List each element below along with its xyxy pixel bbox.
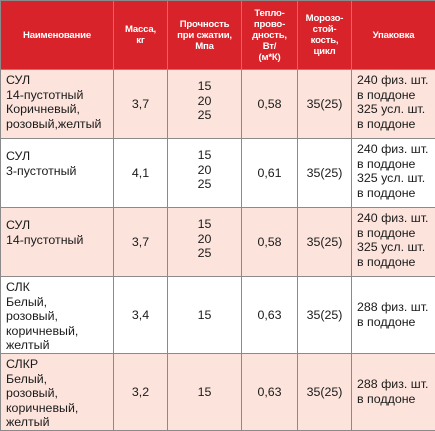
cell-strength: 15 20 25 — [168, 70, 242, 139]
cell-conductivity: 0,63 — [242, 277, 298, 354]
cell-conductivity: 0,58 — [242, 208, 298, 277]
cell-strength: 15 — [168, 277, 242, 354]
cell-packaging: 240 физ. шт. в поддоне 325 усл. шт. в по… — [352, 139, 435, 208]
table-header-row: Наименование Масса, кг Прочность при сжа… — [1, 1, 435, 70]
cell-frost: 35(25) — [298, 353, 352, 430]
cell-mass: 3,2 — [114, 353, 168, 430]
header-strength: Прочность при сжатии, Мпа — [168, 1, 242, 70]
cell-mass: 4,1 — [114, 139, 168, 208]
cell-strength: 15 20 25 — [168, 208, 242, 277]
cell-packaging: 288 физ. шт. в поддоне — [352, 277, 435, 354]
cell-packaging: 240 физ. шт. в поддоне 325 усл. шт. в по… — [352, 208, 435, 277]
cell-mass: 3,4 — [114, 277, 168, 354]
cell-frost: 35(25) — [298, 277, 352, 354]
cell-name: СЛК Белый, розовый, коричневый, желтый — [1, 277, 114, 354]
cell-name: СУЛ 14-пустотный — [1, 208, 114, 277]
cell-packaging: 288 физ. шт. в поддоне — [352, 353, 435, 430]
cell-conductivity: 0,63 — [242, 353, 298, 430]
cell-strength: 15 — [168, 353, 242, 430]
header-conductivity: Тепло- прово- дность, Вт/ (м*К) — [242, 1, 298, 70]
cell-conductivity: 0,58 — [242, 70, 298, 139]
cell-conductivity: 0,61 — [242, 139, 298, 208]
table-row: СЛКР Белый, розовый, коричневый, желтый … — [1, 353, 435, 430]
cell-strength: 15 20 25 — [168, 139, 242, 208]
table-row: СЛК Белый, розовый, коричневый, желтый 3… — [1, 277, 435, 354]
header-packaging: Упаковка — [352, 1, 435, 70]
header-name: Наименование — [1, 1, 114, 70]
cell-name: СУЛ 14-пустотный Коричневый, розовый,жел… — [1, 70, 114, 139]
table-row: СУЛ 14-пустотный 3,7 15 20 25 0,58 35(25… — [1, 208, 435, 277]
header-frost-resistance: Морозо- стой- кость, цикл — [298, 1, 352, 70]
table-row: СУЛ 3-пустотный 4,1 15 20 25 0,61 35(25)… — [1, 139, 435, 208]
cell-name: СУЛ 3-пустотный — [1, 139, 114, 208]
cell-packaging: 240 физ. шт. в поддоне 325 усл. шт. в по… — [352, 70, 435, 139]
cell-frost: 35(25) — [298, 208, 352, 277]
cell-frost: 35(25) — [298, 139, 352, 208]
table-row: СУЛ 14-пустотный Коричневый, розовый,жел… — [1, 70, 435, 139]
cell-mass: 3,7 — [114, 208, 168, 277]
header-mass: Масса, кг — [114, 1, 168, 70]
cell-mass: 3,7 — [114, 70, 168, 139]
cell-frost: 35(25) — [298, 70, 352, 139]
cell-name: СЛКР Белый, розовый, коричневый, желтый — [1, 353, 114, 430]
